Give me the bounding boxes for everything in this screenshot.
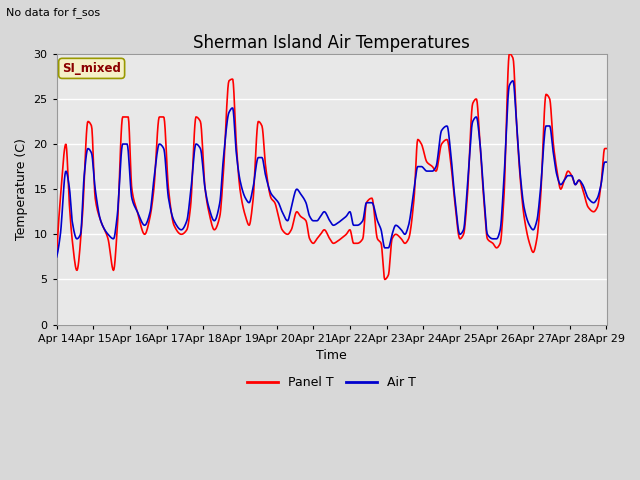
Air T	[431, 167, 438, 173]
Title: Sherman Island Air Temperatures: Sherman Island Air Temperatures	[193, 34, 470, 52]
Panel T	[506, 51, 513, 57]
Panel T	[109, 266, 116, 272]
Y-axis label: Temperature (C): Temperature (C)	[15, 138, 28, 240]
Air T	[275, 201, 283, 207]
Text: SI_mixed: SI_mixed	[62, 62, 121, 75]
Air T	[603, 159, 611, 165]
Panel T	[492, 245, 500, 251]
Panel T	[482, 226, 490, 232]
Air T	[109, 236, 116, 241]
Air T	[509, 78, 516, 84]
Air T	[481, 215, 489, 220]
Panel T	[275, 216, 283, 221]
Line: Air T: Air T	[57, 81, 607, 257]
Panel T	[53, 250, 61, 255]
Line: Panel T: Panel T	[57, 54, 607, 279]
Panel T	[381, 276, 388, 282]
Text: No data for f_sos: No data for f_sos	[6, 7, 100, 18]
Legend: Panel T, Air T: Panel T, Air T	[242, 371, 421, 394]
Air T	[53, 254, 61, 260]
Air T	[492, 236, 499, 242]
Air T	[295, 188, 303, 194]
Panel T	[603, 145, 611, 151]
Panel T	[295, 211, 303, 217]
Panel T	[431, 167, 438, 173]
X-axis label: Time: Time	[316, 349, 347, 362]
